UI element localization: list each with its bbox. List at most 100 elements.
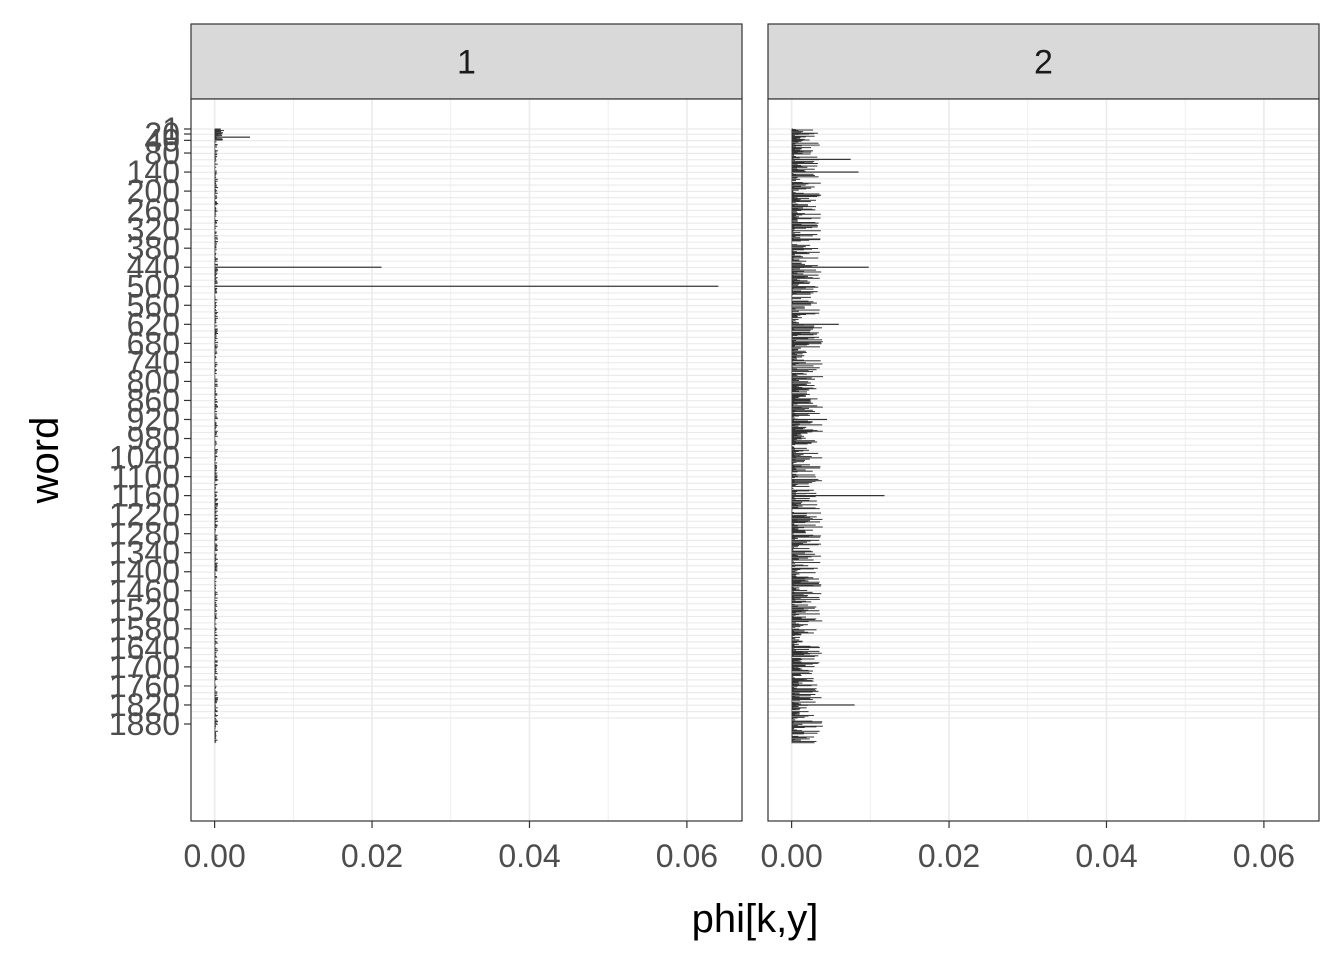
- bar: [214, 296, 216, 298]
- bar: [791, 577, 805, 579]
- bar: [791, 136, 801, 138]
- bar: [214, 254, 216, 256]
- bar: [791, 363, 823, 365]
- bar: [791, 244, 811, 246]
- bar: [214, 604, 216, 606]
- bar: [214, 156, 217, 158]
- bar: [214, 158, 216, 160]
- bar: [214, 445, 216, 447]
- bar: [791, 728, 794, 730]
- bar: [791, 212, 798, 214]
- bar: [214, 432, 217, 434]
- bar: [214, 363, 216, 365]
- bar: [791, 349, 798, 351]
- bar: [214, 222, 217, 224]
- bar: [791, 730, 802, 732]
- bar: [791, 308, 796, 310]
- bar: [791, 388, 817, 390]
- bar: [214, 291, 218, 293]
- bar: [791, 314, 801, 316]
- bar: [214, 238, 219, 240]
- bar: [791, 202, 793, 204]
- bar: [214, 690, 216, 692]
- bar: [214, 565, 218, 567]
- bar: [791, 194, 822, 196]
- bar: [214, 527, 217, 529]
- bar: [791, 283, 800, 285]
- bar: [791, 528, 795, 530]
- bar: [214, 324, 216, 326]
- bar: [214, 513, 216, 515]
- bar: [214, 442, 216, 444]
- bar: [791, 198, 798, 200]
- bar: [791, 269, 817, 271]
- bar: [214, 378, 216, 380]
- bar: [214, 437, 216, 439]
- bar: [791, 260, 807, 262]
- bar: [791, 201, 796, 203]
- bar: [791, 445, 793, 447]
- bar: [214, 473, 216, 475]
- bar: [214, 152, 216, 154]
- bar: [214, 246, 217, 248]
- bar: [791, 582, 819, 584]
- bar: [791, 357, 793, 359]
- bar: [214, 132, 223, 134]
- bar: [791, 404, 794, 406]
- bar: [214, 515, 218, 517]
- bar: [791, 688, 817, 690]
- bar: [791, 361, 793, 363]
- bar: [214, 216, 216, 218]
- bar: [791, 655, 815, 657]
- bar: [214, 598, 216, 600]
- bar: [791, 364, 796, 366]
- bar: [214, 648, 218, 650]
- bar: [214, 305, 216, 307]
- bar: [214, 202, 217, 204]
- bar: [214, 278, 216, 280]
- bar: [214, 380, 218, 382]
- bar: [791, 595, 808, 597]
- bar: [791, 228, 793, 230]
- bar: [791, 653, 811, 655]
- bar: [791, 305, 793, 307]
- bar: [791, 437, 806, 439]
- bar: [791, 678, 814, 680]
- bar: [791, 737, 793, 739]
- bar: [791, 218, 797, 220]
- bar: [791, 629, 817, 631]
- bar: [791, 272, 794, 274]
- bar: [791, 716, 805, 718]
- bar: [791, 605, 798, 607]
- bar: [214, 476, 217, 478]
- bar: [791, 550, 812, 552]
- bar: [791, 567, 793, 569]
- bar: [214, 275, 216, 277]
- bar: [214, 175, 216, 177]
- bar: [791, 613, 820, 615]
- bar: [214, 530, 216, 532]
- bar: [214, 649, 216, 651]
- bar: [214, 596, 216, 598]
- bar: [791, 562, 796, 564]
- bar: [791, 490, 810, 492]
- bar: [214, 218, 216, 220]
- bar: [214, 316, 216, 318]
- bar: [214, 556, 216, 558]
- y-tick-label: 1160: [111, 478, 180, 514]
- bar: [791, 594, 793, 596]
- bar: [214, 161, 216, 163]
- bar: [214, 537, 217, 539]
- bar: [791, 593, 822, 595]
- bar: [791, 437, 802, 439]
- bar: [214, 485, 216, 487]
- bar: [214, 457, 216, 459]
- bar: [214, 227, 216, 229]
- bar: [791, 411, 793, 413]
- bar: [791, 454, 804, 456]
- bar: [214, 165, 216, 167]
- y-tick-label: 140: [127, 154, 180, 190]
- bar: [791, 327, 822, 329]
- bar: [791, 433, 801, 435]
- bar: [214, 629, 217, 631]
